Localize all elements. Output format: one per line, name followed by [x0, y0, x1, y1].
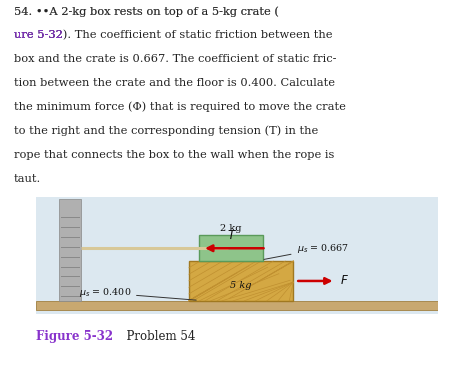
Bar: [36, 301, 437, 310]
Text: tion between the crate and the floor is 0.400. Calculate: tion between the crate and the floor is …: [14, 78, 334, 88]
Text: 5 kg: 5 kg: [230, 281, 251, 290]
Text: taut.: taut.: [14, 173, 41, 184]
Bar: [58, 199, 81, 301]
Text: Problem 54: Problem 54: [118, 330, 195, 343]
Text: rope that connects the box to the wall when the rope is: rope that connects the box to the wall w…: [14, 150, 334, 160]
Text: 54. ••A 2-kg box rests on top of a 5-kg crate (Fig-: 54. ••A 2-kg box rests on top of a 5-kg …: [14, 6, 300, 17]
Text: the minimum force (Φ) that is required to move the crate: the minimum force (Φ) that is required t…: [14, 102, 345, 112]
Text: 54. ••A 2-kg box rests on top of a 5-kg crate (: 54. ••A 2-kg box rests on top of a 5-kg …: [14, 6, 278, 17]
Text: $T$: $T$: [227, 229, 237, 242]
Text: Figure 5-32: Figure 5-32: [36, 330, 113, 343]
Text: $F$: $F$: [339, 274, 349, 288]
Bar: [188, 261, 293, 301]
Text: $\mu_s$ = 0.667: $\mu_s$ = 0.667: [263, 242, 348, 260]
Text: ure 5-32: ure 5-32: [14, 30, 62, 40]
Text: 54. ••A 2-kg box rests on top of a 5-kg crate (: 54. ••A 2-kg box rests on top of a 5-kg …: [14, 6, 278, 17]
Text: to the right and the corresponding tension (Τ) in the: to the right and the corresponding tensi…: [14, 126, 317, 136]
Text: $\mu_s$ = 0.400: $\mu_s$ = 0.400: [78, 287, 196, 300]
Bar: [198, 235, 263, 261]
Text: box and the crate is 0.667. The coefficient of static fric-: box and the crate is 0.667. The coeffici…: [14, 54, 335, 64]
Text: ure 5-32). The coefficient of static friction between the: ure 5-32). The coefficient of static fri…: [14, 30, 331, 41]
Text: ure 5-32: ure 5-32: [14, 30, 62, 40]
Text: 2 kg: 2 kg: [220, 224, 241, 233]
